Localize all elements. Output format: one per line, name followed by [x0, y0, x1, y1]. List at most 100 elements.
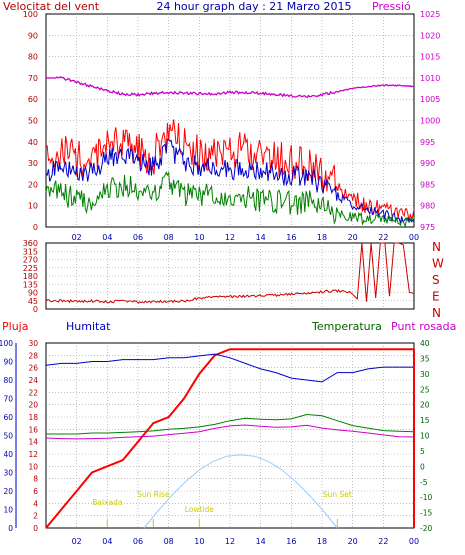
- time-tick-label: 00: [409, 233, 419, 242]
- temperature-tick-label: -20: [420, 524, 432, 533]
- dewpoint-label: Punt rosada: [391, 320, 456, 333]
- time-tick-label: 22: [378, 537, 388, 546]
- pressure-line: [45, 76, 415, 99]
- pressure-tick-label: 990: [420, 159, 435, 168]
- pressure-title: Pressió: [372, 0, 411, 13]
- wind-speed-axis: 0 10 20 30 40 50 60 70 80 90 100: [23, 10, 38, 232]
- pressure-tick-label: 1015: [420, 53, 440, 62]
- wind-tick-label: 80: [28, 53, 38, 62]
- temperature-tick-label: 20: [420, 401, 430, 410]
- humidity-tick-label: 40: [3, 450, 13, 459]
- temperature-tick-label: 10: [420, 432, 430, 441]
- compass-label: E: [432, 290, 440, 304]
- temperature-tick-label: -15: [420, 509, 432, 518]
- temperature-tick-label: 35: [420, 354, 430, 363]
- rain-tick-label: 4: [33, 499, 38, 508]
- rain-tick-label: 14: [28, 438, 38, 447]
- time-tick-label: 02: [72, 537, 82, 546]
- rain-tick-label: 22: [28, 388, 38, 397]
- compass-label: N: [432, 240, 441, 254]
- humidity-tick-label: 100: [0, 339, 13, 348]
- rain-tick-label: 20: [28, 401, 38, 410]
- direction-tick-label: 135: [23, 280, 38, 289]
- temperature-tick-label: 0: [420, 462, 425, 471]
- time-tick-label: 20: [348, 537, 358, 546]
- humidity-label: Humitat: [66, 320, 111, 333]
- time-tick-label: 10: [194, 537, 204, 546]
- rain-tick-label: 30: [28, 339, 38, 348]
- rain-tick-label: 0: [33, 524, 38, 533]
- wind-min-line: [45, 171, 415, 229]
- humidity-tick-label: 80: [3, 376, 13, 385]
- wind-avg-line: [45, 138, 415, 224]
- wind-tick-label: 30: [28, 159, 38, 168]
- time-tick-label: 04: [102, 233, 112, 242]
- humidity-tick-label: 20: [3, 487, 13, 496]
- pressure-tick-label: 995: [420, 138, 435, 147]
- pressure-tick-label: 985: [420, 180, 435, 189]
- pressure-tick-label: 980: [420, 202, 435, 211]
- time-tick-label: 04: [102, 537, 112, 546]
- wind-grid: [46, 14, 414, 227]
- temperature-tick-label: 30: [420, 370, 430, 379]
- time-tick-label: 22: [378, 233, 388, 242]
- rain-tick-label: 26: [28, 364, 38, 373]
- pressure-tick-label: 1005: [420, 95, 440, 104]
- dewpoint-line: [45, 424, 415, 440]
- time-tick-label: 16: [286, 233, 296, 242]
- temperature-tick-label: 5: [420, 447, 425, 456]
- direction-series: [45, 242, 415, 304]
- wind-tick-label: 60: [28, 95, 38, 104]
- temperature-tick-label: 40: [420, 339, 430, 348]
- temperature-tick-label: -10: [420, 493, 432, 502]
- time-tick-label: 20: [348, 233, 358, 242]
- pressure-tick-label: 1010: [420, 74, 440, 83]
- solar-curve: [143, 454, 338, 529]
- wind-direction-line: [45, 242, 415, 304]
- wind-gust-line: [45, 119, 415, 222]
- direction-tick-label: 225: [23, 264, 38, 273]
- rain-tick-label: 16: [28, 425, 38, 434]
- rain-label: Pluja: [2, 320, 28, 333]
- direction-tick-label: 270: [23, 256, 38, 265]
- time-tick-label: 00: [409, 537, 419, 546]
- time-tick-label: 12: [225, 233, 235, 242]
- pressure-axis: 975 980 985 990 995 1000 1005 1010 1015 1020 1025: [420, 10, 440, 232]
- time-tick-label: 14: [256, 537, 266, 546]
- wind-tick-label: 50: [28, 117, 38, 126]
- wind-tick-label: 90: [28, 31, 38, 40]
- compass-label: W: [432, 257, 444, 271]
- rain-tick-label: 6: [33, 487, 38, 496]
- graph-date-title: 24 hour graph day : 21 Marzo 2015: [156, 0, 351, 13]
- wind-tick-label: 10: [28, 202, 38, 211]
- temperature-tick-label: -5: [420, 478, 428, 487]
- temperature-tick-label: 15: [420, 416, 430, 425]
- wind-tick-label: 100: [23, 10, 38, 19]
- temperature-line: [46, 413, 415, 435]
- compass-label: N: [432, 306, 441, 320]
- astro-annotation: Sun Rise: [137, 490, 170, 499]
- rain-tick-label: 18: [28, 413, 38, 422]
- wind-tick-label: 40: [28, 138, 38, 147]
- time-tick-label: 16: [286, 537, 296, 546]
- direction-tick-label: 45: [28, 297, 38, 306]
- time-tick-label: 06: [133, 233, 143, 242]
- time-tick-label: 18: [317, 233, 327, 242]
- astro-annotation: Sun Set: [323, 490, 352, 499]
- humidity-axis: 0 10 20 30 40 50 60 70 80 90 100: [0, 339, 13, 533]
- astro-annotation: Baixada: [92, 498, 122, 507]
- time-tick-label: 10: [194, 233, 204, 242]
- climate-time-axis: 02 04 06 08 10 12 14 16 18 20 22 00: [72, 537, 420, 546]
- climate-series: [45, 348, 415, 529]
- time-tick-label: 14: [256, 233, 266, 242]
- wind-speed-title: Velocitat del vent: [3, 0, 100, 13]
- time-tick-label: 18: [317, 537, 327, 546]
- wind-tick-label: 20: [28, 180, 38, 189]
- direction-tick-label: 360: [23, 239, 38, 248]
- rain-tick-label: 24: [28, 376, 38, 385]
- direction-tick-label: 0: [33, 305, 38, 314]
